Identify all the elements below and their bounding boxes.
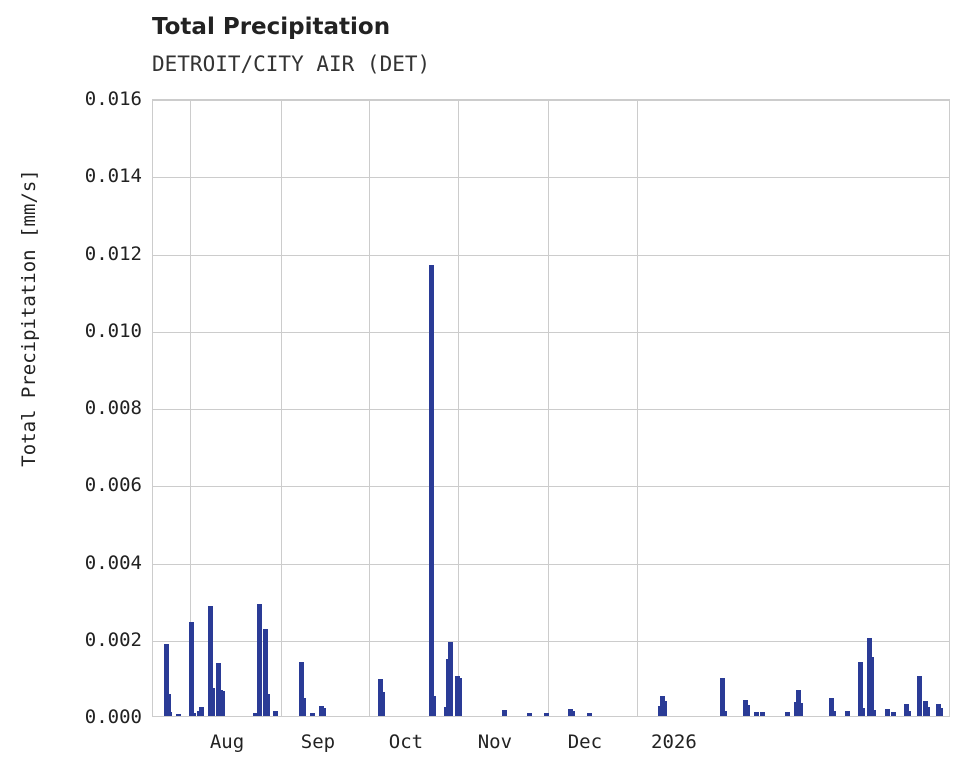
bar bbox=[448, 641, 454, 716]
bar bbox=[163, 644, 169, 716]
bar bbox=[256, 604, 262, 716]
bar bbox=[209, 687, 215, 716]
bar bbox=[215, 662, 221, 716]
y-axis-tick-label: 0.014 bbox=[84, 165, 142, 188]
y-axis-tick-label: 0.006 bbox=[84, 474, 142, 497]
bar bbox=[379, 692, 385, 716]
x-axis-tick-label: Nov bbox=[477, 731, 513, 753]
bar bbox=[871, 709, 877, 716]
gridline-vertical bbox=[637, 100, 638, 716]
bar bbox=[869, 656, 875, 716]
bar bbox=[662, 700, 668, 716]
y-axis-tick-label: 0.008 bbox=[84, 397, 142, 419]
bar bbox=[722, 710, 728, 716]
bar bbox=[188, 622, 194, 716]
bar bbox=[570, 710, 576, 716]
x-axis-tick-label: Aug bbox=[209, 731, 245, 753]
y-axis-tick-label: 0.012 bbox=[84, 242, 142, 265]
bar bbox=[527, 712, 533, 716]
gridline-vertical bbox=[281, 100, 282, 716]
gridline-horizontal bbox=[153, 100, 949, 101]
plot-area bbox=[152, 99, 950, 717]
bar bbox=[298, 662, 304, 716]
gridline-horizontal bbox=[153, 332, 949, 333]
bar bbox=[754, 712, 760, 716]
bar bbox=[831, 710, 837, 716]
gridline-vertical bbox=[369, 100, 370, 716]
bar bbox=[219, 691, 225, 716]
bar bbox=[198, 706, 204, 716]
bar bbox=[457, 678, 463, 716]
gridline-horizontal bbox=[153, 486, 949, 487]
x-axis-tick-label: Oct bbox=[388, 731, 424, 753]
bar bbox=[798, 702, 804, 716]
bar bbox=[320, 707, 326, 716]
y-axis-tick-labels: 0.000 0.002 0.004 0.006 0.008 0.010 0.012 0.014… bbox=[42, 0, 142, 780]
y-axis-label: Total Precipitation [mm/s] bbox=[18, 169, 40, 467]
bar bbox=[858, 662, 864, 716]
bar bbox=[264, 693, 270, 716]
bar bbox=[166, 712, 172, 716]
gridline-horizontal bbox=[153, 641, 949, 642]
bar bbox=[309, 712, 315, 716]
bar bbox=[175, 713, 181, 716]
x-axis-tick-label: 2026 bbox=[651, 731, 697, 753]
y-axis-tick-label: 0.004 bbox=[84, 551, 142, 574]
gridline-horizontal bbox=[153, 564, 949, 565]
bar bbox=[829, 698, 835, 716]
bar bbox=[885, 709, 891, 716]
y-axis-tick-label: 0.016 bbox=[84, 88, 142, 110]
bar bbox=[845, 711, 851, 716]
bar bbox=[720, 677, 726, 716]
bar bbox=[431, 695, 437, 716]
bar bbox=[300, 697, 306, 716]
bar bbox=[745, 705, 751, 716]
bar bbox=[906, 711, 912, 716]
bar bbox=[760, 711, 766, 716]
chart-title: Total Precipitation bbox=[152, 14, 391, 40]
gridline-vertical bbox=[548, 100, 549, 716]
y-axis-tick-label: 0.002 bbox=[84, 628, 142, 651]
bar bbox=[544, 713, 550, 716]
bar bbox=[207, 605, 213, 716]
bar bbox=[860, 707, 866, 716]
bar bbox=[587, 712, 593, 716]
bar bbox=[252, 712, 258, 716]
gridline-vertical bbox=[190, 100, 191, 716]
bar bbox=[429, 264, 435, 716]
gridline-horizontal bbox=[153, 255, 949, 256]
x-axis-tick-label: Dec bbox=[567, 731, 603, 753]
chart-subtitle: DETROIT/CITY AIR (DET) bbox=[152, 52, 431, 76]
bar bbox=[190, 712, 196, 716]
gridline-horizontal bbox=[153, 177, 949, 178]
y-axis-tick-label: 0.010 bbox=[84, 319, 142, 342]
bar bbox=[502, 709, 508, 716]
gridline-vertical bbox=[458, 100, 459, 716]
gridline-horizontal bbox=[153, 409, 949, 410]
bar bbox=[917, 675, 923, 716]
bar bbox=[925, 706, 931, 716]
bar bbox=[262, 628, 268, 716]
bar bbox=[785, 712, 791, 716]
y-axis-tick-label: 0.000 bbox=[84, 706, 142, 728]
bar bbox=[272, 710, 278, 716]
x-axis-tick-label: Sep bbox=[300, 731, 336, 753]
bar bbox=[891, 712, 897, 716]
bar bbox=[904, 704, 910, 716]
bar bbox=[165, 694, 171, 716]
bar bbox=[938, 707, 944, 716]
